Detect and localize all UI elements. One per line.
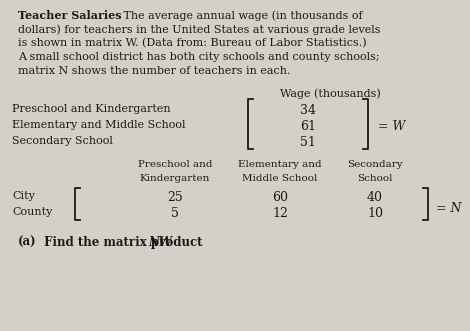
Text: NW: NW xyxy=(148,236,172,249)
Text: County: County xyxy=(12,207,52,217)
Text: Find the matrix product: Find the matrix product xyxy=(40,236,207,249)
Text: 60: 60 xyxy=(272,191,288,204)
Text: 25: 25 xyxy=(167,191,183,204)
Text: 61: 61 xyxy=(300,120,316,133)
Text: 40: 40 xyxy=(367,191,383,204)
Text: dollars) for teachers in the United States at various grade levels: dollars) for teachers in the United Stat… xyxy=(18,24,381,34)
Text: School: School xyxy=(357,174,393,183)
Text: Kindergarten: Kindergarten xyxy=(140,174,210,183)
Text: Secondary: Secondary xyxy=(347,160,403,169)
Text: .: . xyxy=(166,236,170,249)
Text: 51: 51 xyxy=(300,136,316,149)
Text: Preschool and Kindergarten: Preschool and Kindergarten xyxy=(12,104,171,114)
Text: 12: 12 xyxy=(272,207,288,220)
Text: Teacher Salaries: Teacher Salaries xyxy=(18,10,122,21)
Text: Secondary School: Secondary School xyxy=(12,136,113,146)
Text: = N: = N xyxy=(436,202,462,215)
Text: Middle School: Middle School xyxy=(243,174,318,183)
Text: Preschool and: Preschool and xyxy=(138,160,212,169)
Text: 5: 5 xyxy=(171,207,179,220)
Text: City: City xyxy=(12,191,35,201)
Text: Wage (thousands): Wage (thousands) xyxy=(280,88,380,99)
Text: 34: 34 xyxy=(300,104,316,117)
Text: The average annual wage (in thousands of: The average annual wage (in thousands of xyxy=(120,10,363,21)
Text: = W: = W xyxy=(378,120,405,133)
Text: 10: 10 xyxy=(367,207,383,220)
Text: Elementary and: Elementary and xyxy=(238,160,322,169)
Text: Elementary and Middle School: Elementary and Middle School xyxy=(12,120,186,130)
Text: (a): (a) xyxy=(18,236,37,249)
Text: is shown in matrix W. (Data from: Bureau of Labor Statistics.): is shown in matrix W. (Data from: Bureau… xyxy=(18,38,367,48)
Text: matrix N shows the number of teachers in each.: matrix N shows the number of teachers in… xyxy=(18,66,290,76)
Text: A small school district has both city schools and county schools;: A small school district has both city sc… xyxy=(18,52,380,62)
